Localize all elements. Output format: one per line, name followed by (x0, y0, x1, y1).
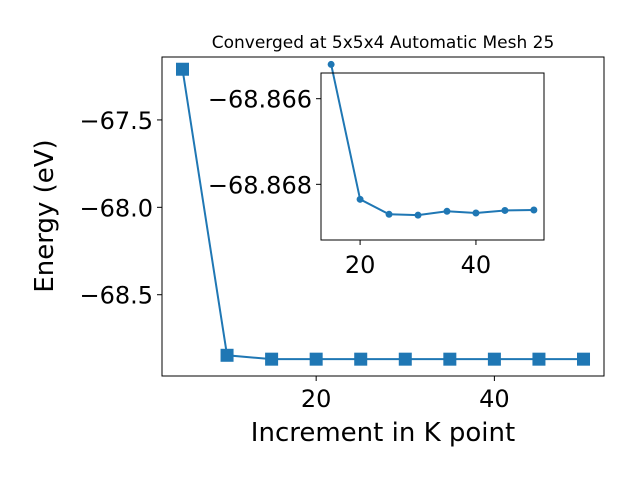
inset-background (321, 73, 544, 240)
inset-data-point (530, 206, 538, 214)
inset-y-tick-label: −68.868 (208, 171, 312, 199)
main-y-tick-label: −68.5 (79, 282, 153, 310)
inset-data-point (443, 207, 451, 215)
inset-x-tick-label: 20 (345, 251, 376, 279)
main-y-tick-label: −67.5 (79, 107, 153, 135)
main-x-tick-label: 40 (479, 385, 510, 413)
inset-data-point (414, 211, 422, 219)
inset-data-point (356, 195, 364, 203)
inset-ticks: 20 40 −68.868 −68.866 (208, 86, 491, 279)
main-data-point (398, 352, 412, 366)
main-series (175, 62, 591, 366)
inset-series (327, 60, 538, 219)
main-series-line (181, 69, 584, 361)
inset-plot-frame (320, 72, 545, 241)
main-data-point (577, 352, 591, 366)
y-axis-label: Energy (eV) (30, 139, 60, 292)
inset-data-point (501, 206, 509, 214)
main-data-point (309, 352, 323, 366)
main-data-point (354, 352, 368, 366)
inset-data-point (472, 209, 480, 217)
inset-series-line (330, 64, 534, 217)
main-y-tick-label: −68.0 (79, 194, 153, 222)
inset-x-tick-label: 40 (461, 251, 492, 279)
chart-title: Converged at 5x5x4 Automatic Mesh 25 (212, 33, 555, 53)
main-data-point (487, 352, 501, 366)
main-x-tick-label: 20 (301, 385, 332, 413)
main-data-point (532, 352, 546, 366)
main-data-point (443, 352, 457, 366)
inset-chart: 20 40 −68.868 −68.866 (208, 60, 545, 279)
main-data-point (175, 62, 189, 76)
inset-data-point (327, 60, 335, 68)
inset-data-point (385, 210, 393, 218)
x-axis-label: Increment in K point (251, 418, 515, 448)
inset-y-tick-label: −68.866 (208, 86, 312, 114)
main-ticks: 20 40 −67.5 −68.0 −68.5 (79, 107, 509, 413)
main-plot-frame (161, 56, 605, 377)
main-data-point (265, 352, 279, 366)
main-data-point (220, 348, 234, 362)
